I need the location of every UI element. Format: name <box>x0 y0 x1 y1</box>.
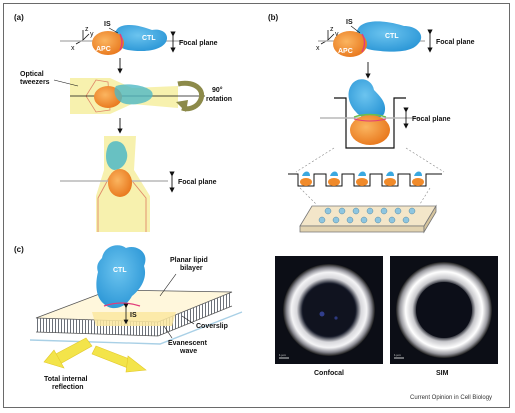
evanescent-pointer <box>163 325 173 339</box>
ctl-cell-vertical <box>106 141 128 170</box>
evanescent-wave-glow <box>92 312 176 326</box>
confocal-spot <box>334 316 338 320</box>
ctl-label: CTL <box>142 35 156 42</box>
immune-synapse-mark <box>119 33 123 51</box>
tir-reflected-arrowhead <box>125 355 147 373</box>
is-label: IS <box>346 19 353 26</box>
journal-credit: Current Opinion in Cell Biology <box>410 395 492 401</box>
microwell <box>334 97 406 149</box>
synapse-edge <box>353 118 387 122</box>
sim-label: SIM <box>436 370 449 377</box>
plate-side <box>423 204 437 234</box>
is-pointer <box>108 27 119 34</box>
confocal-spot <box>319 311 325 317</box>
panel-a: (a) z y x IS APC CTL Focal plane Optical <box>14 13 232 232</box>
coverslip <box>29 311 243 345</box>
zoom-line-left <box>295 147 335 173</box>
evanescent-label-1: Evanescent <box>168 340 208 347</box>
ctl-cell-trapped <box>114 84 153 105</box>
rotation-arrowhead <box>176 100 188 112</box>
focal-plane-well-label: Focal plane <box>412 116 451 123</box>
plate-wells <box>318 207 416 224</box>
bilayer-bottom-edge <box>35 305 233 337</box>
optical-tweezers-label-2: tweezers <box>20 79 50 86</box>
axis-x-label: x <box>316 45 320 52</box>
axis-y-label: y <box>90 31 94 38</box>
confocal-center <box>303 284 355 336</box>
tir-label-2: reflection <box>52 384 84 391</box>
confocal-label: Confocal <box>314 370 344 377</box>
zoom-line-right <box>405 147 445 173</box>
well-cells <box>300 171 424 186</box>
panel-c: (c) CTL IS Planar lipid bilayer Coversli… <box>14 245 498 391</box>
panel-b: (b) z y x IS APC CTL Focal plane Focal p… <box>268 13 475 234</box>
bilayer-pointer <box>159 273 177 297</box>
tweezer-outline <box>85 79 111 113</box>
focal-plane-top-label: Focal plane <box>436 39 475 46</box>
rotation-label-1: 90° <box>212 86 223 94</box>
ctl-cell-well <box>348 79 386 120</box>
coverslip-pointer <box>181 315 195 325</box>
apc-label: APC <box>96 46 111 53</box>
immune-synapse-mark <box>103 302 141 307</box>
zoom-line-plate-right <box>419 187 431 205</box>
optical-tweezers-label-1: Optical <box>20 71 44 78</box>
axis-z-label: z <box>85 26 89 33</box>
rotation-arrow-icon <box>177 80 205 112</box>
ctl-cell <box>356 21 422 52</box>
tir-reflected-beam <box>91 345 133 369</box>
apc-cell <box>333 31 367 57</box>
coverslip-label: Coverslip <box>196 323 228 330</box>
tir-incoming-arrowhead <box>43 349 65 369</box>
tir-label-1: Total internal <box>44 376 87 383</box>
ctl-cell <box>96 245 146 309</box>
optical-tweezers-pointer <box>53 79 79 87</box>
lipid-bilayer-side <box>158 292 232 336</box>
is-label: IS <box>104 21 111 28</box>
apc-cell-well <box>350 115 390 145</box>
apc-cell-vertical <box>108 169 132 197</box>
immune-synapse-mark <box>361 33 366 53</box>
panel-c-label: (c) <box>14 245 24 254</box>
focal-plane-bottom-label: Focal plane <box>178 179 217 186</box>
focal-plane-top-label: Focal plane <box>179 40 218 47</box>
axis-y-label: y <box>335 31 339 38</box>
ctl-label: CTL <box>385 33 399 40</box>
axis-z-label: z <box>330 26 334 33</box>
apc-cell <box>92 31 124 55</box>
axes-icon: z y x <box>316 26 339 52</box>
sim-center <box>416 282 472 338</box>
is-pointer <box>350 25 361 34</box>
bilayer-label-2: bilayer <box>180 265 203 272</box>
panel-a-label: (a) <box>14 13 24 22</box>
axis-x-label: x <box>71 45 75 52</box>
panel-b-label: (b) <box>268 13 279 22</box>
confocal-scale-label: 1 µm <box>279 353 286 357</box>
ctl-label: CTL <box>113 267 127 274</box>
is-label: IS <box>130 312 137 319</box>
immune-synapse-mark-well <box>353 113 387 118</box>
sim-scale-label: 1 µm <box>394 353 401 357</box>
rotation-label-2: rotation <box>206 96 232 103</box>
ctl-cell <box>114 24 168 52</box>
zoom-line-plate-left <box>299 187 317 205</box>
bilayer-label-1: Planar lipid <box>170 257 208 264</box>
apc-label: APC <box>338 48 353 55</box>
evanescent-label-2: wave <box>179 348 197 355</box>
plate-edge <box>299 225 425 233</box>
axes-icon: z y x <box>71 26 94 52</box>
bilayer-top <box>36 290 232 322</box>
